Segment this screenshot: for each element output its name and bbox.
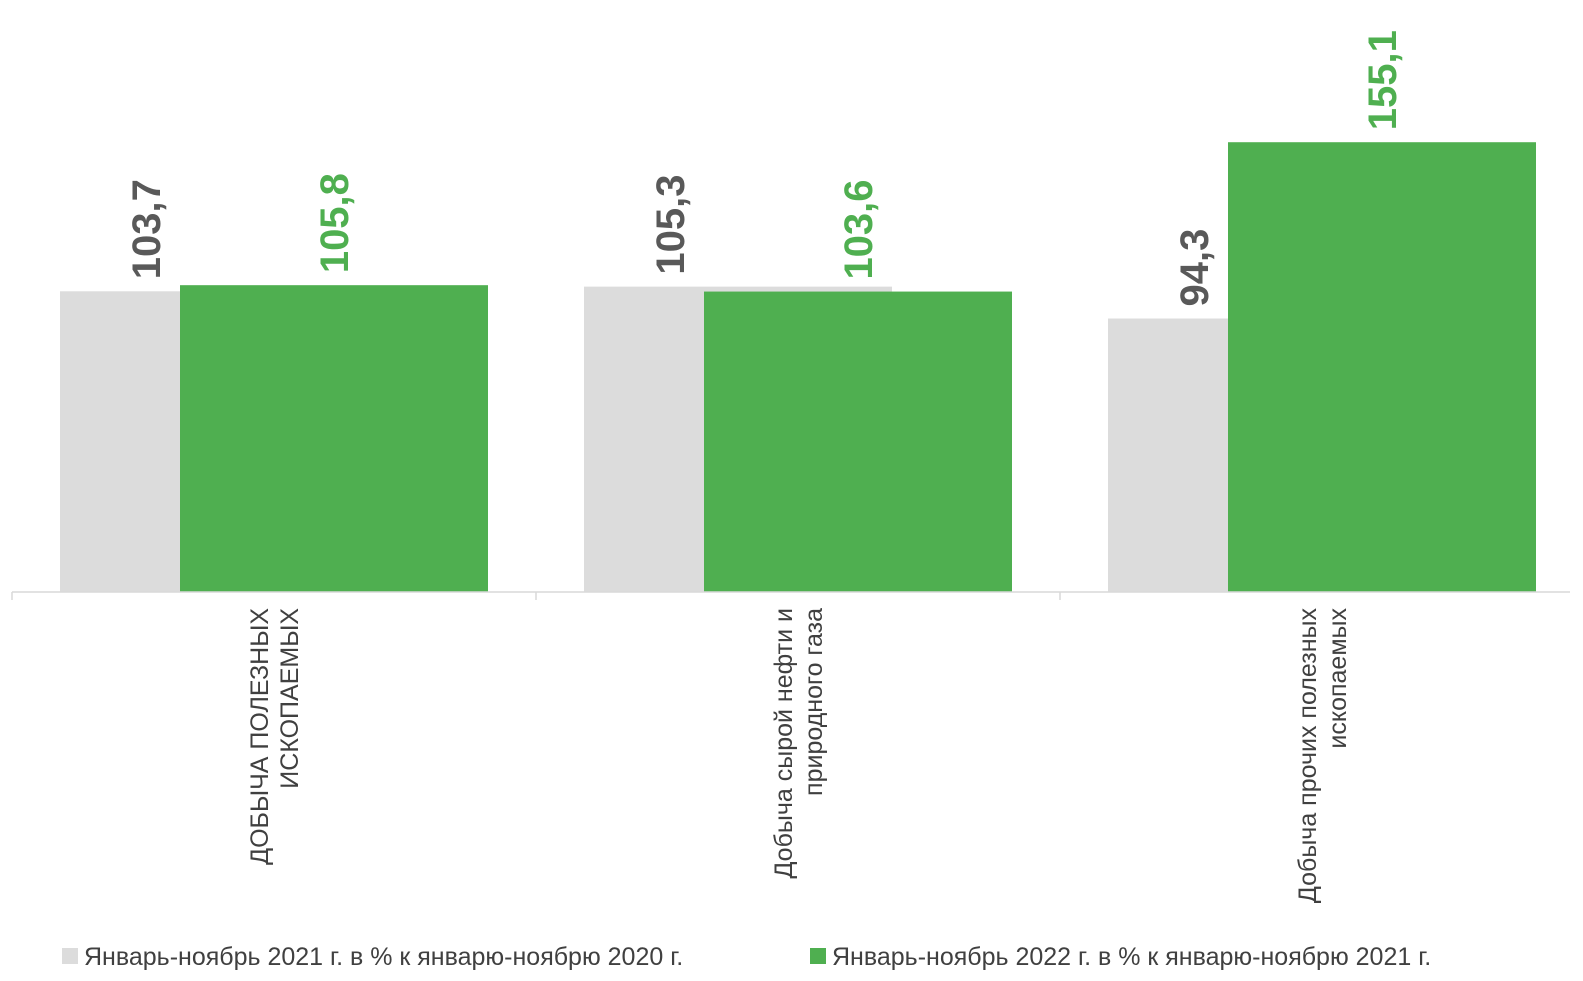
- legend-swatch-2: [810, 948, 826, 964]
- category-label-line: Добыча прочих полезных: [1294, 608, 1322, 904]
- bars-layer: [60, 142, 1536, 592]
- bar-series-2-category-3: [1228, 142, 1536, 592]
- category-labels: ДОБЫЧА ПОЛЕЗНЫХ ИСКОПАЕМЫХ Добыча сырой не…: [246, 608, 1352, 904]
- value-label-series-1-category-2: 105,3: [649, 175, 693, 275]
- category-label-line: Добыча сырой нефти и: [770, 608, 798, 879]
- bar-series-2-category-1: [180, 285, 488, 592]
- value-labels: 103,7 105,3 94,3 105,8 103,6 155,1: [125, 30, 1405, 306]
- value-label-series-1-category-1: 103,7: [125, 179, 169, 279]
- value-label-series-2-category-1: 105,8: [313, 173, 357, 273]
- legend-label-1: Январь-ноябрь 2021 г. в % к январю-ноябр…: [84, 943, 683, 971]
- category-label-line: природного газа: [800, 608, 828, 796]
- category-label-line: ископаемых: [1324, 608, 1352, 749]
- category-label-line: ДОБЫЧА ПОЛЕЗНЫХ: [246, 608, 274, 865]
- legend: Январь-ноябрь 2021 г. в % к январю-ноябр…: [62, 943, 1431, 971]
- category-label-3: Добыча прочих полезных ископаемых: [1294, 608, 1352, 904]
- category-label-1: ДОБЫЧА ПОЛЕЗНЫХ ИСКОПАЕМЫХ: [246, 608, 304, 865]
- x-axis-ticks: [11, 592, 1061, 600]
- legend-swatch-1: [62, 948, 78, 964]
- bar-series-2-category-2: [704, 291, 1012, 592]
- legend-label-2: Январь-ноябрь 2022 г. в % к январю-ноябр…: [832, 943, 1431, 971]
- category-label-2: Добыча сырой нефти и природного газа: [770, 608, 828, 879]
- value-label-series-2-category-3: 155,1: [1361, 30, 1405, 130]
- value-label-series-1-category-3: 94,3: [1173, 229, 1217, 307]
- value-label-series-2-category-2: 103,6: [837, 179, 881, 279]
- category-label-line: ИСКОПАЕМЫХ: [276, 608, 304, 789]
